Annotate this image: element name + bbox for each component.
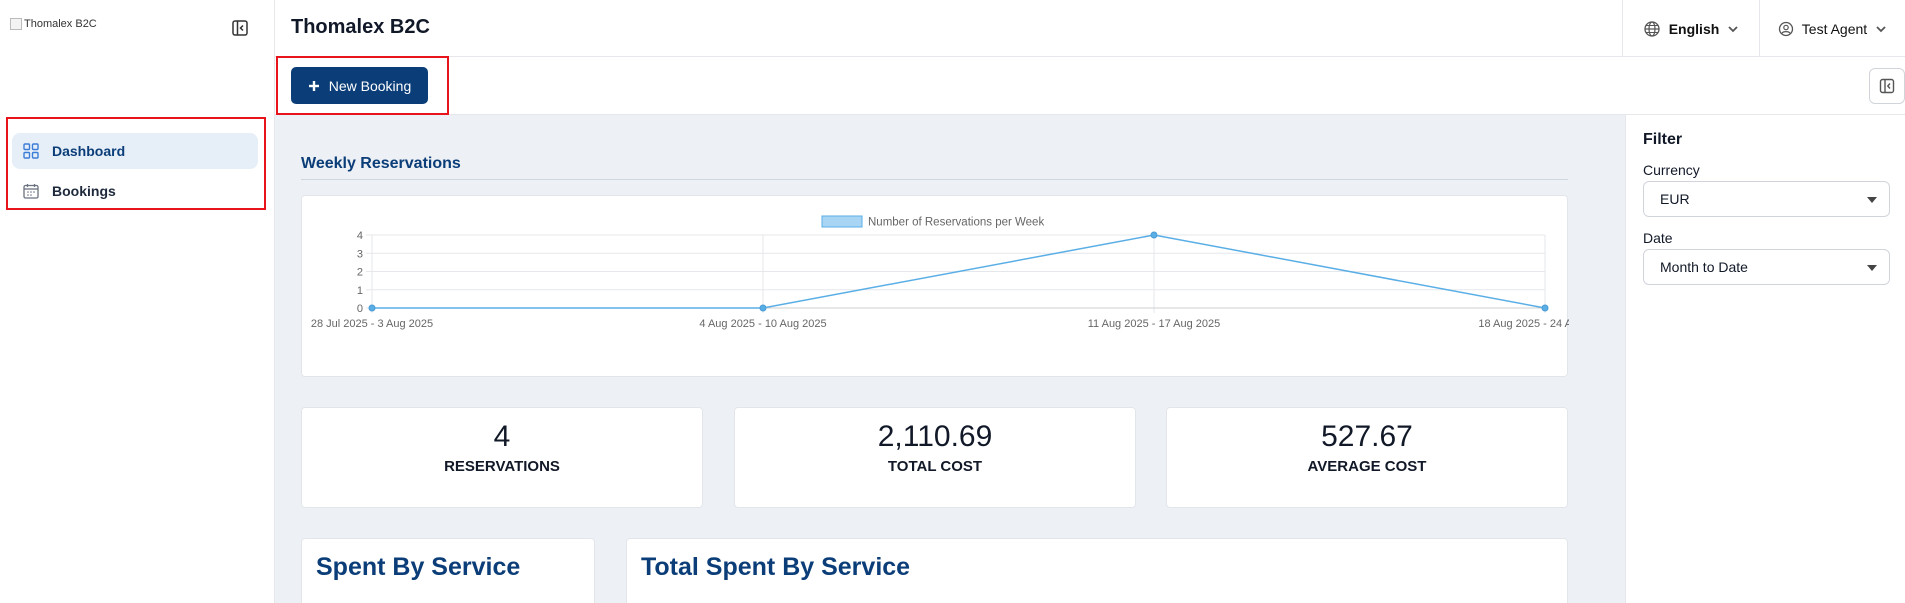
stat-label: RESERVATIONS (444, 458, 560, 475)
stat-card-average-cost: 527.67 AVERAGE COST (1166, 407, 1568, 508)
page-title: Thomalex B2C (291, 16, 430, 38)
caret-down-icon (1867, 265, 1877, 271)
total-spent-by-service-card: Total Spent By Service (626, 538, 1568, 603)
y-tick-label: 3 (357, 248, 363, 260)
sidebar-nav: Dashboard Bookings (12, 133, 258, 213)
sidebar-item-label: Bookings (52, 183, 116, 199)
broken-image-icon (10, 18, 22, 30)
legend-swatch (821, 215, 863, 228)
y-tick-label: 0 (357, 303, 363, 315)
y-tick-label: 1 (357, 285, 363, 297)
sidebar: Thomalex B2C Dashboard (0, 0, 275, 603)
calendar-icon (23, 184, 39, 199)
x-tick-label: 28 Jul 2025 - 3 Aug 2025 (311, 318, 433, 330)
series-line (372, 234, 1546, 309)
grid-icon (23, 143, 39, 159)
data-point (1150, 231, 1158, 239)
total-spent-by-service-title: Total Spent By Service (641, 553, 911, 581)
language-label: English (1668, 20, 1720, 37)
x-tick-label: 4 Aug 2025 - 10 Aug 2025 (699, 318, 826, 330)
data-point (368, 304, 376, 312)
sidebar-item-bookings[interactable]: Bookings (12, 173, 258, 209)
data-point (759, 304, 767, 312)
action-bar: New Booking (275, 57, 1905, 115)
stat-value: 527.67 (1321, 420, 1413, 453)
spent-by-service-title: Spent By Service (316, 553, 521, 581)
filter-title: Filter (1643, 131, 1683, 148)
currency-label: Currency (1643, 162, 1700, 178)
chevron-down-icon (1876, 25, 1886, 32)
top-bar: Thomalex B2C English Test Agent (275, 0, 1905, 57)
stat-value: 2,110.69 (877, 420, 993, 453)
language-selector[interactable]: English (1622, 0, 1759, 57)
spent-by-service-card: Spent By Service (301, 538, 595, 603)
stat-label: TOTAL COST (887, 458, 983, 475)
y-tick-label: 2 (357, 267, 363, 279)
x-tick-label: 18 Aug 2025 - 24 Aug 2025 (1478, 318, 1569, 330)
logo-alt-text: Thomalex B2C (24, 18, 97, 30)
user-menu[interactable]: Test Agent (1759, 0, 1905, 57)
new-booking-label: New Booking (328, 77, 412, 94)
data-point (1541, 304, 1549, 312)
stat-label: AVERAGE COST (1307, 458, 1427, 475)
filter-panel: Filter Currency EUR Date Month to Date (1625, 115, 1905, 603)
x-tick-label: 11 Aug 2025 - 17 Aug 2025 (1088, 318, 1221, 330)
plus-icon (308, 80, 319, 91)
stat-value: 4 (493, 420, 511, 453)
brand-logo[interactable]: Thomalex B2C (10, 18, 97, 30)
panel-toggle-icon (1879, 78, 1895, 94)
section-title: Weekly Reservations (301, 155, 461, 172)
stat-card-total-cost: 2,110.69 TOTAL COST (734, 407, 1136, 508)
sidebar-collapse-button[interactable] (230, 18, 250, 38)
sidebar-item-dashboard[interactable]: Dashboard (12, 133, 258, 169)
section-divider (301, 179, 1568, 180)
date-value: Month to Date (1660, 259, 1748, 275)
date-label: Date (1643, 230, 1673, 246)
sidebar-item-label: Dashboard (52, 143, 126, 159)
date-select[interactable]: Month to Date (1643, 249, 1890, 285)
user-avatar-icon (1778, 21, 1793, 36)
user-name: Test Agent (1801, 20, 1868, 37)
dashboard-main: Weekly Reservations 0 1 2 3 4 28 Jul 2025 - 3… (275, 115, 1625, 603)
currency-select[interactable]: EUR (1643, 181, 1890, 217)
weekly-reservations-chart: 0 1 2 3 4 28 Jul 2025 - 3 Aug 2025 4 Aug 2025 … (301, 195, 1569, 377)
legend-label: Number of Reservations per Week (868, 217, 1044, 229)
caret-down-icon (1867, 197, 1877, 203)
chart-canvas: 0 1 2 3 4 28 Jul 2025 - 3 Aug 2025 4 Aug 2025 … (311, 215, 1569, 330)
y-tick-label: 4 (357, 230, 363, 242)
sidebar-collapse-icon (232, 20, 248, 36)
currency-value: EUR (1660, 191, 1690, 207)
filter-panel-toggle[interactable] (1869, 68, 1905, 104)
stat-card-reservations: 4 RESERVATIONS (301, 407, 703, 508)
globe-icon (1644, 20, 1660, 37)
new-booking-button[interactable]: New Booking (291, 67, 428, 104)
chevron-down-icon (1728, 25, 1738, 32)
